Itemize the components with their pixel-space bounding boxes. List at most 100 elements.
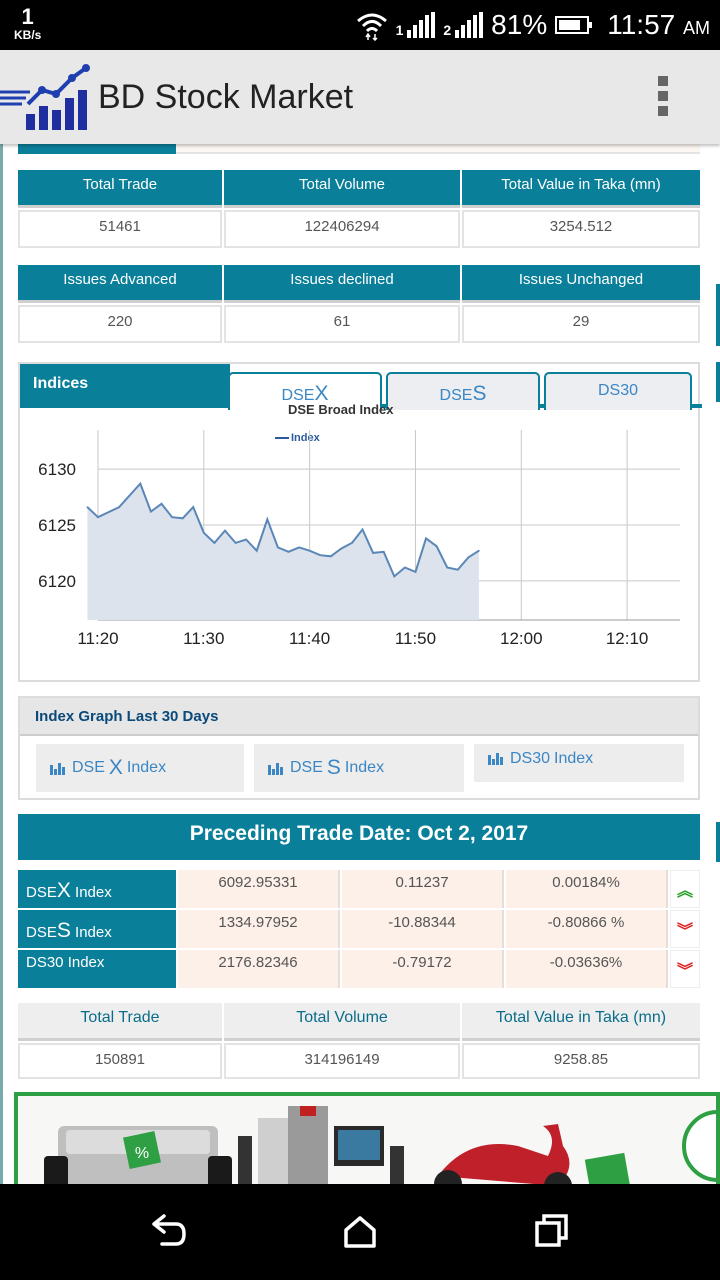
value-total-value: 3254.512 xyxy=(462,210,700,248)
index-data-point xyxy=(224,529,226,532)
recents-icon[interactable] xyxy=(524,1204,580,1260)
index-data-point xyxy=(457,568,459,571)
index-data-point xyxy=(435,545,438,547)
tab-dsex-suffix: X xyxy=(314,382,329,405)
prev-value-total-trade: 150891 xyxy=(18,1043,222,1079)
main-content[interactable]: Total Trade Total Volume Total Value in … xyxy=(0,144,720,1184)
home-icon[interactable] xyxy=(332,1204,388,1260)
index-area-fill xyxy=(87,483,479,620)
index-data-point xyxy=(467,556,470,559)
sim1-signal-icon: 1 xyxy=(396,12,436,38)
wifi-icon xyxy=(356,13,387,41)
clock-ampm: AM xyxy=(683,18,710,38)
x-tick-label: 11:20 xyxy=(77,629,118,648)
navigation-bar xyxy=(0,1184,720,1280)
double-chevron-up-icon: ︽ xyxy=(670,870,700,908)
dsex-30-days-button[interactable]: DSE X Index xyxy=(36,744,244,792)
app-title: BD Stock Market xyxy=(98,78,354,116)
index-series-line xyxy=(86,481,480,579)
dsex-30-rest: Index xyxy=(126,759,167,776)
chart-title: DSE Broad Index xyxy=(288,402,394,417)
legend-swatch xyxy=(275,437,289,440)
back-icon[interactable] xyxy=(140,1204,196,1260)
index-data-point xyxy=(245,538,247,541)
clock-time: 11:57 xyxy=(607,9,676,40)
y-tick-label: 6120 xyxy=(38,572,76,591)
tab-dses[interactable]: DSES xyxy=(386,372,540,410)
x-tick-label: 12:10 xyxy=(606,629,649,648)
last-30-days-card: Index Graph Last 30 Days DSE X Index DSE S… xyxy=(18,696,700,800)
tab-dses-suffix: S xyxy=(472,382,487,405)
overflow-menu-icon[interactable] xyxy=(658,76,670,120)
tab-dsex[interactable]: DSEX xyxy=(228,372,382,410)
advertisement-banner[interactable]: % xyxy=(14,1092,720,1184)
index-data-point xyxy=(287,551,290,553)
advertisement-image: % xyxy=(18,1096,716,1184)
tab-dsex-prefix: DSE xyxy=(281,387,315,404)
clock: 11:57 AM xyxy=(607,9,710,41)
ad-percent-badge: % xyxy=(135,1145,149,1162)
indices-card: Indices DSEX DSES DS30 DSE Broad Index I… xyxy=(18,362,702,682)
index-data-point xyxy=(330,555,332,558)
x-tick-label: 11:50 xyxy=(395,629,436,648)
index-data-point xyxy=(213,542,216,544)
header-issues-declined: Issues declined xyxy=(224,265,460,303)
index-data-point xyxy=(192,506,194,508)
ds30-30-rest: Index xyxy=(554,750,594,767)
row-name-prefix: DSE xyxy=(26,924,57,941)
index-data-point xyxy=(97,516,99,518)
x-tick-label: 11:40 xyxy=(289,629,330,648)
right-edge-panel xyxy=(716,284,720,346)
double-chevron-down-icon: ︾ xyxy=(670,910,700,948)
ds30-30-prefix: DS30 xyxy=(510,750,551,767)
status-icons: 1 2 81% 11:57 AM xyxy=(356,0,710,50)
row-name-rest: Index xyxy=(70,884,112,901)
chart-legend: Index xyxy=(275,432,320,444)
tab-ds30[interactable]: DS30 xyxy=(544,372,692,410)
row-change: -0.79172 xyxy=(342,950,504,988)
index-data-point xyxy=(382,551,385,553)
index-data-point xyxy=(86,506,89,508)
row-value: 6092.95331 xyxy=(178,870,340,908)
preceding-row-ds30: DS30 Index 2176.82346 -0.79172 -0.03636%… xyxy=(18,950,700,988)
status-bar: 1 KB/s 1 2 81% 11:57 AM xyxy=(0,0,720,50)
x-tick-label: 11:30 xyxy=(183,629,224,648)
index-data-point xyxy=(171,516,173,518)
preceding-row-dsex: DSEX Index 6092.95331 0.11237 0.00184% ︽ xyxy=(18,870,700,908)
row-value: 2176.82346 xyxy=(178,950,340,988)
index-data-point xyxy=(340,547,343,550)
value-total-trade: 51461 xyxy=(18,210,222,248)
legend-label: Index xyxy=(291,432,320,444)
header-total-value: Total Value in Taka (mn) xyxy=(462,170,700,208)
index-data-point xyxy=(478,549,480,552)
row-value: 1334.97952 xyxy=(178,910,340,948)
row-percent: -0.80866 % xyxy=(506,910,668,948)
double-chevron-down-icon: ︾ xyxy=(670,950,700,988)
index-chart: 11:20 11:30 11:40 11:50 12:00 12:10 6130 6125 61… xyxy=(38,430,680,648)
prev-header-total-value: Total Value in Taka (mn) xyxy=(462,1003,700,1041)
sim2-signal-icon: 2 xyxy=(443,12,484,38)
index-data-point xyxy=(351,542,353,544)
index-data-point xyxy=(203,532,205,534)
value-issues-advanced: 220 xyxy=(18,305,222,343)
index-data-point xyxy=(393,575,396,578)
header-total-volume: Total Volume xyxy=(224,170,460,208)
cut-off-row xyxy=(18,144,700,154)
app-bar: BD Stock Market xyxy=(0,50,720,144)
row-percent: 0.00184% xyxy=(506,870,668,908)
prev-value-total-volume: 314196149 xyxy=(224,1043,460,1079)
tab-dses-prefix: DSE xyxy=(439,387,473,404)
prev-header-total-volume: Total Volume xyxy=(224,1003,460,1041)
dses-30-prefix: DSE xyxy=(290,759,323,776)
index-data-point xyxy=(277,546,279,549)
y-tick-label: 6130 xyxy=(38,460,76,479)
header-issues-unchanged: Issues Unchanged xyxy=(462,265,700,303)
index-data-point xyxy=(425,537,427,540)
index-data-point xyxy=(298,546,300,549)
value-issues-declined: 61 xyxy=(224,305,460,343)
row-name-suffix: S xyxy=(56,919,71,942)
ds30-30-days-button[interactable]: DS30 Index xyxy=(474,744,684,782)
row-name-rest: Index xyxy=(63,954,105,971)
dses-30-days-button[interactable]: DSE S Index xyxy=(254,744,464,792)
